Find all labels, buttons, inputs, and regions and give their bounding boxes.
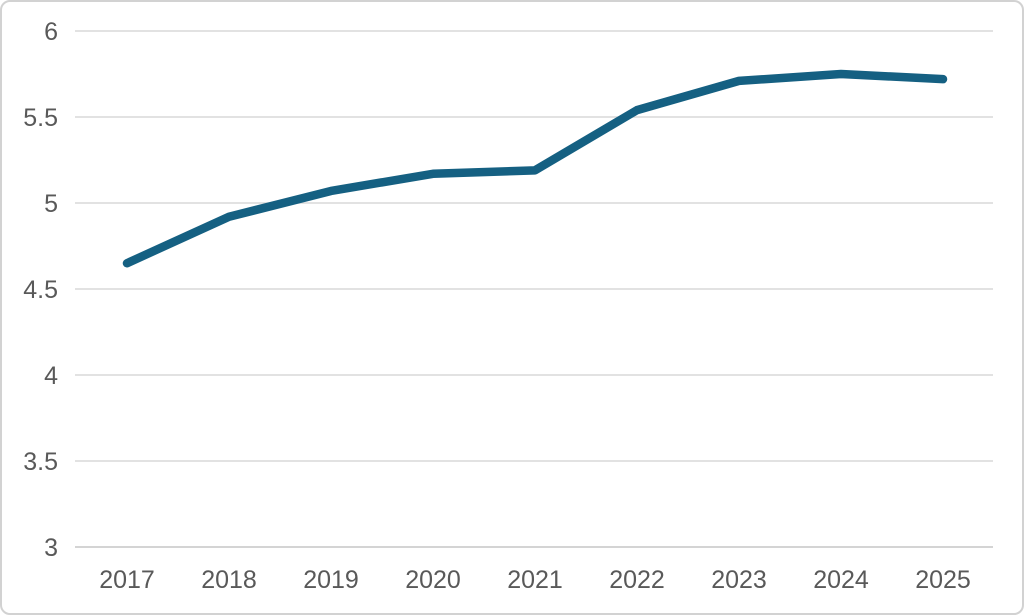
x-axis-tick-label: 2024 [813,566,869,594]
x-axis-tick-label: 2019 [303,566,359,594]
y-axis-tick-label: 3 [44,534,58,562]
x-axis-tick-label: 2017 [99,566,155,594]
y-axis-tick-label: 6 [44,18,58,46]
x-axis-tick-label: 2021 [507,566,563,594]
x-axis-tick-label: 2018 [201,566,257,594]
y-axis-tick-label: 4 [44,362,58,390]
series-line [122,69,948,268]
x-axis-tick-label: 2023 [711,566,767,594]
y-axis-tick-label: 3.5 [23,448,58,476]
y-axis-tick-label: 5.5 [23,104,58,132]
x-axis-tick-label: 2025 [915,566,971,594]
x-axis-tick-label: 2022 [609,566,665,594]
y-axis-tick-label: 5 [44,190,58,218]
y-axis-tick-label: 4.5 [23,276,58,304]
x-axis-tick-label: 2020 [405,566,461,594]
